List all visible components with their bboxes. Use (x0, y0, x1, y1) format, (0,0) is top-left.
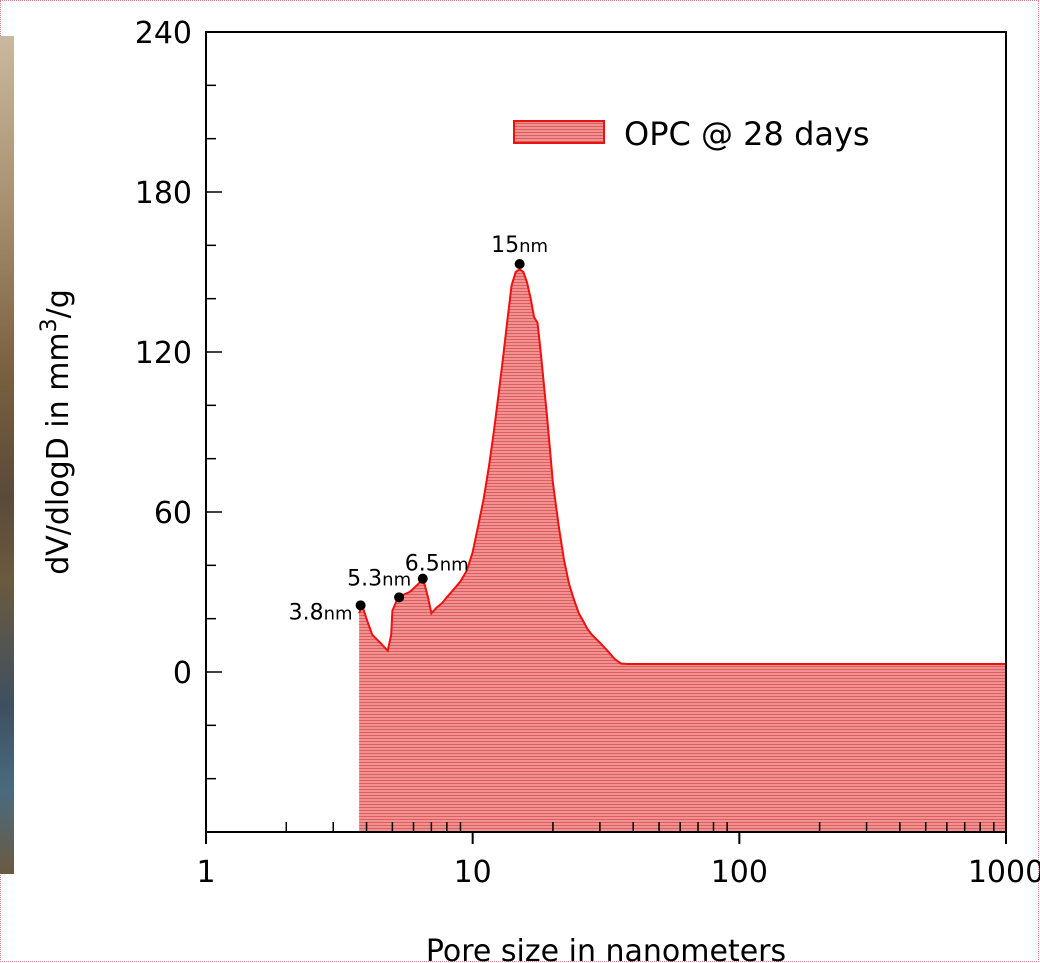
x-axis-label: Pore size in nanometers (426, 934, 786, 963)
plot-frame (205, 31, 1007, 833)
peak-label-unit: nm (519, 236, 548, 257)
peak-label-value: 6.5 (405, 552, 440, 577)
x-tick-label: 10 (454, 855, 492, 890)
peak-label-unit: nm (382, 569, 411, 590)
y-axis-label-sup: 3 (37, 318, 62, 332)
peak-label-value: 15 (491, 233, 519, 258)
y-axis-label-tail: /g (41, 289, 76, 318)
series-line-0 (358, 268, 1006, 665)
peak-label: 3.8nm (289, 600, 353, 625)
legend: OPC @ 28 days (513, 115, 870, 153)
peak-label: 6.5nm (405, 552, 469, 577)
y-axis-label-base: dV/dlogD in mm (41, 332, 76, 574)
y-tick-label: 120 (135, 336, 192, 371)
y-tick-label: 60 (154, 496, 192, 531)
peak-label-unit: nm (324, 603, 353, 624)
peak-marker (394, 592, 405, 603)
x-tick-label: 100 (711, 855, 768, 890)
peak-label: 5.3nm (347, 566, 411, 591)
x-tick-label: 1000 (968, 855, 1040, 890)
peak-label-unit: nm (440, 555, 469, 576)
x-tick-label: 1 (196, 855, 215, 890)
peak-label-value: 5.3 (347, 566, 382, 591)
peak-label-value: 3.8 (289, 600, 324, 625)
y-tick-label: 180 (135, 176, 192, 211)
y-axis-label: dV/dlogD in mm3/g (37, 289, 76, 575)
legend-label: OPC @ 28 days (624, 115, 870, 153)
peak-marker (355, 600, 366, 611)
peak-label: 15nm (491, 233, 548, 258)
legend-swatch (513, 120, 605, 144)
background-photo-strip (0, 36, 14, 874)
y-tick-label: 0 (173, 656, 192, 691)
peak-marker (514, 259, 525, 269)
series-area-0 (359, 269, 1006, 832)
y-tick-label: 240 (135, 16, 192, 51)
peak-marker (417, 573, 428, 584)
